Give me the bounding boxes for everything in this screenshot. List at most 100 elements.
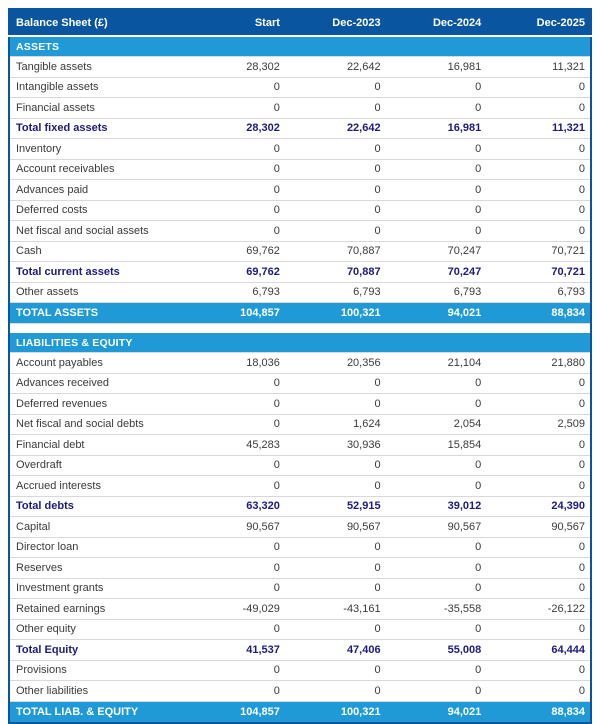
cell-value-dec-2025: 0 bbox=[490, 659, 591, 681]
cell-value-dec-2025: 0 bbox=[490, 199, 591, 221]
cell-value-dec-2023: 0 bbox=[288, 199, 390, 221]
cell-value-dec-2023: 0 bbox=[288, 97, 390, 118]
cell-value-dec-2025: 0 bbox=[490, 220, 591, 241]
row-label: Other equity bbox=[9, 618, 189, 640]
row-label: Account payables bbox=[9, 352, 189, 373]
table-row-director-loan: Director loan 0 0 0 0 bbox=[9, 536, 591, 558]
section-header-label: LIABILITIES & EQUITY bbox=[9, 333, 591, 353]
cell-value-start: 69,762 bbox=[188, 261, 289, 282]
cell-value-dec-2023: 70,887 bbox=[288, 240, 390, 262]
cell-value-dec-2024: 0 bbox=[389, 475, 491, 496]
row-label: TOTAL LIAB. & EQUITY bbox=[9, 700, 189, 723]
row-label: Director loan bbox=[9, 536, 189, 558]
row-label: Deferred revenues bbox=[9, 393, 189, 414]
table-title: Balance Sheet (£) bbox=[9, 9, 189, 37]
cell-value-dec-2024: 0 bbox=[389, 220, 491, 241]
cell-value-dec-2025: 6,793 bbox=[490, 281, 591, 303]
row-label: Net fiscal and social debts bbox=[9, 413, 189, 435]
cell-value-dec-2024: 0 bbox=[389, 659, 491, 681]
cell-value-dec-2023: 70,887 bbox=[288, 261, 390, 282]
cell-value-dec-2023: 0 bbox=[288, 138, 390, 159]
cell-value-dec-2023: 0 bbox=[288, 158, 390, 180]
row-label: Other liabilities bbox=[9, 680, 189, 701]
cell-value-dec-2023: 0 bbox=[288, 372, 390, 394]
table-row-deferred-costs: Deferred costs 0 0 0 0 bbox=[9, 199, 591, 221]
row-label: Advances paid bbox=[9, 179, 189, 200]
cell-value-dec-2024: 0 bbox=[389, 138, 491, 159]
cell-value-start: 104,857 bbox=[188, 700, 289, 723]
table-row-other-equity: Other equity 0 0 0 0 bbox=[9, 618, 591, 640]
row-label: Deferred costs bbox=[9, 199, 189, 221]
cell-value-dec-2024: 0 bbox=[389, 577, 491, 599]
row-label: Total Equity bbox=[9, 639, 189, 660]
cell-value-dec-2025: 0 bbox=[490, 434, 591, 455]
table-row-cash: Cash 69,762 70,887 70,247 70,721 bbox=[9, 240, 591, 262]
cell-value-dec-2023: 100,321 bbox=[288, 700, 390, 723]
row-label: Financial assets bbox=[9, 97, 189, 118]
table-header: Balance Sheet (£) Start Dec-2023 Dec-202… bbox=[9, 9, 591, 37]
row-label: Tangible assets bbox=[9, 56, 189, 77]
cell-value-start: 0 bbox=[188, 220, 289, 241]
cell-value-dec-2025: 11,321 bbox=[490, 56, 591, 77]
cell-value-dec-2023: 0 bbox=[288, 454, 390, 476]
cell-value-dec-2025: 70,721 bbox=[490, 261, 591, 282]
table-row-financial-assets: Financial assets 0 0 0 0 bbox=[9, 97, 591, 118]
table-row-tangible-assets: Tangible assets 28,302 22,642 16,981 11,321 bbox=[9, 56, 591, 77]
row-label: Other assets bbox=[9, 281, 189, 303]
cell-value-dec-2024: 70,247 bbox=[389, 261, 491, 282]
cell-value-dec-2023: 0 bbox=[288, 680, 390, 701]
cell-value-dec-2025: 0 bbox=[490, 97, 591, 118]
cell-value-dec-2023: 0 bbox=[288, 557, 390, 578]
cell-value-dec-2024: 70,247 bbox=[389, 240, 491, 262]
cell-value-dec-2025: 0 bbox=[490, 179, 591, 200]
table-row-total-fixed-assets: Total fixed assets 28,302 22,642 16,981 11,3… bbox=[9, 117, 591, 139]
cell-value-dec-2023: -43,161 bbox=[288, 598, 390, 619]
cell-value-start: 6,793 bbox=[188, 281, 289, 303]
row-label: Cash bbox=[9, 240, 189, 262]
row-label: TOTAL ASSETS bbox=[9, 302, 189, 324]
table-row-advances-paid: Advances paid 0 0 0 0 bbox=[9, 179, 591, 200]
table-row-retained-earnings: Retained earnings -49,029 -43,161 -35,558 -2… bbox=[9, 598, 591, 619]
row-label: Financial debt bbox=[9, 434, 189, 455]
table-row-reserves: Reserves 0 0 0 0 bbox=[9, 557, 591, 578]
section-spacer-cell bbox=[9, 323, 591, 333]
cell-value-start: 0 bbox=[188, 158, 289, 180]
cell-value-start: 104,857 bbox=[188, 302, 289, 324]
cell-value-dec-2025: 0 bbox=[490, 454, 591, 476]
cell-value-dec-2025: 2,509 bbox=[490, 413, 591, 435]
cell-value-dec-2024: 0 bbox=[389, 199, 491, 221]
cell-value-dec-2024: -35,558 bbox=[389, 598, 491, 619]
table-row-capital: Capital 90,567 90,567 90,567 90,567 bbox=[9, 516, 591, 537]
cell-value-dec-2023: 0 bbox=[288, 618, 390, 640]
section-header-label: ASSETS bbox=[9, 36, 591, 57]
table-row-financial-debt: Financial debt 45,283 30,936 15,854 0 bbox=[9, 434, 591, 455]
cell-value-dec-2025: 0 bbox=[490, 577, 591, 599]
cell-value-dec-2024: 16,981 bbox=[389, 117, 491, 139]
cell-value-dec-2024: 0 bbox=[389, 618, 491, 640]
cell-value-dec-2024: 0 bbox=[389, 454, 491, 476]
table-row-total-equity: Total Equity 41,537 47,406 55,008 64,444 bbox=[9, 639, 591, 660]
cell-value-dec-2023: 0 bbox=[288, 475, 390, 496]
cell-value-dec-2024: 0 bbox=[389, 97, 491, 118]
table-row-other-liabilities: Other liabilities 0 0 0 0 bbox=[9, 680, 591, 701]
column-header-start: Start bbox=[188, 9, 289, 37]
cell-value-start: 63,320 bbox=[188, 495, 289, 517]
cell-value-dec-2025: 0 bbox=[490, 393, 591, 414]
cell-value-dec-2024: 16,981 bbox=[389, 56, 491, 77]
cell-value-start: 69,762 bbox=[188, 240, 289, 262]
row-label: Intangible assets bbox=[9, 76, 189, 98]
cell-value-dec-2024: 94,021 bbox=[389, 700, 491, 723]
cell-value-dec-2025: 0 bbox=[490, 372, 591, 394]
row-label: Total current assets bbox=[9, 261, 189, 282]
cell-value-dec-2025: 24,390 bbox=[490, 495, 591, 517]
cell-value-start: 0 bbox=[188, 393, 289, 414]
cell-value-dec-2023: 0 bbox=[288, 536, 390, 558]
cell-value-dec-2023: 0 bbox=[288, 659, 390, 681]
cell-value-start: 45,283 bbox=[188, 434, 289, 455]
cell-value-dec-2025: -26,122 bbox=[490, 598, 591, 619]
column-header-dec-2025: Dec-2025 bbox=[490, 9, 591, 37]
cell-value-dec-2024: 0 bbox=[389, 536, 491, 558]
cell-value-dec-2024: 6,793 bbox=[389, 281, 491, 303]
cell-value-start: 0 bbox=[188, 76, 289, 98]
table-row-total-assets: TOTAL ASSETS 104,857 100,321 94,021 88,834 bbox=[9, 302, 591, 324]
